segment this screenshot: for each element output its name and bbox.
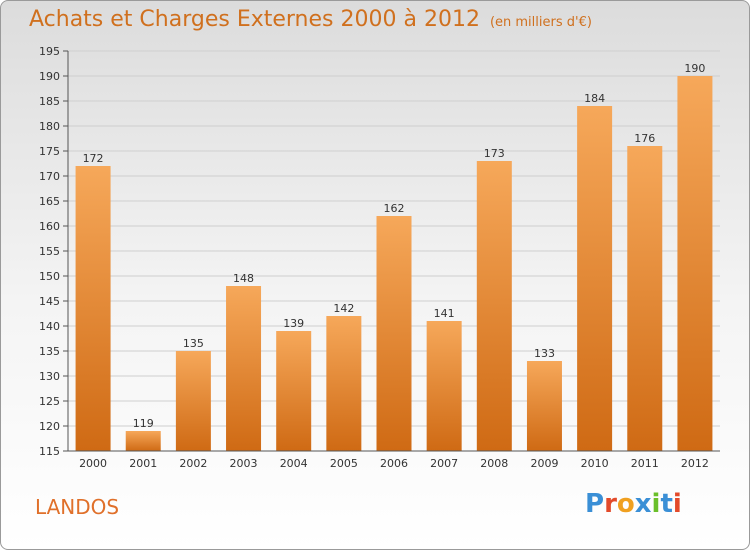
x-tick-label: 2010 [581,457,609,470]
y-tick-label: 180 [39,120,60,133]
logo-letter: r [604,489,617,519]
bar-value-label: 176 [634,132,655,145]
axes: 115 120 125 130 135 140 145 150 155 160 165 170 175 1… [39,45,720,470]
bar [226,286,262,451]
x-tick-label: 2007 [430,457,458,470]
y-tick-label: 190 [39,70,60,83]
y-tick-label: 150 [39,270,60,283]
chart-subtitle: (en milliers d'€) [489,15,592,30]
bar-value-label: 190 [684,62,705,75]
x-tick-label: 2012 [681,457,709,470]
x-tick-label: 2008 [480,457,508,470]
logo-letter: i [672,489,682,519]
logo-letter: x [634,489,652,519]
x-tick-label: 2006 [380,457,408,470]
bar-value-label: 162 [384,202,405,215]
bar-value-label: 133 [534,347,555,360]
y-tick-label: 175 [39,145,60,158]
chart-title: Achats et Charges Externes 2000 à 2012 (e… [29,7,592,32]
x-tick-label: 2002 [179,457,207,470]
bar-value-label: 148 [233,272,254,285]
bar-value-label: 141 [434,307,455,320]
x-tick-label: 2011 [631,457,659,470]
x-tick-label: 2003 [230,457,258,470]
bar [276,331,312,451]
bars [75,76,713,451]
y-tick-label: 160 [39,220,60,233]
logo-letter: o [616,489,635,519]
bar-value-label: 173 [484,147,505,160]
y-tick-label: 155 [39,245,60,258]
proxiti-logo: Proxiti [585,489,682,519]
y-tick-label: 195 [39,45,60,58]
bar-value-label: 172 [83,152,104,165]
bar [426,321,462,451]
y-tick-label: 165 [39,195,60,208]
x-tick-label: 2004 [280,457,308,470]
y-tick-label: 130 [39,370,60,383]
logo-letter: i [651,489,661,519]
x-tick-label: 2001 [129,457,157,470]
commune-name: LANDOS [35,495,120,519]
y-tick-label: 120 [39,420,60,433]
y-tick-label: 135 [39,345,60,358]
logo-letter: P [585,489,605,519]
bar [75,166,111,451]
y-tick-label: 115 [39,445,60,458]
y-tick-label: 125 [39,395,60,408]
y-tick-label: 170 [39,170,60,183]
x-tick-label: 2009 [530,457,558,470]
bar-value-label: 139 [283,317,304,330]
bar [175,351,211,451]
bar-value-label: 119 [133,417,154,430]
bar [577,106,613,451]
x-tick-label: 2000 [79,457,107,470]
chart-title-text: Achats et Charges Externes 2000 à 2012 [29,7,480,32]
y-tick-label: 185 [39,95,60,108]
y-tick-label: 145 [39,295,60,308]
logo-letter: t [660,489,673,519]
bar-value-label: 142 [333,302,354,315]
bar [376,216,412,451]
bar [627,146,663,451]
bar-value-label: 184 [584,92,605,105]
bar [476,161,512,451]
bar [125,431,161,451]
x-tick-label: 2005 [330,457,358,470]
bar-value-label: 135 [183,337,204,350]
bar [526,361,562,451]
bar [677,76,713,451]
y-tick-label: 140 [39,320,60,333]
bar [326,316,362,451]
